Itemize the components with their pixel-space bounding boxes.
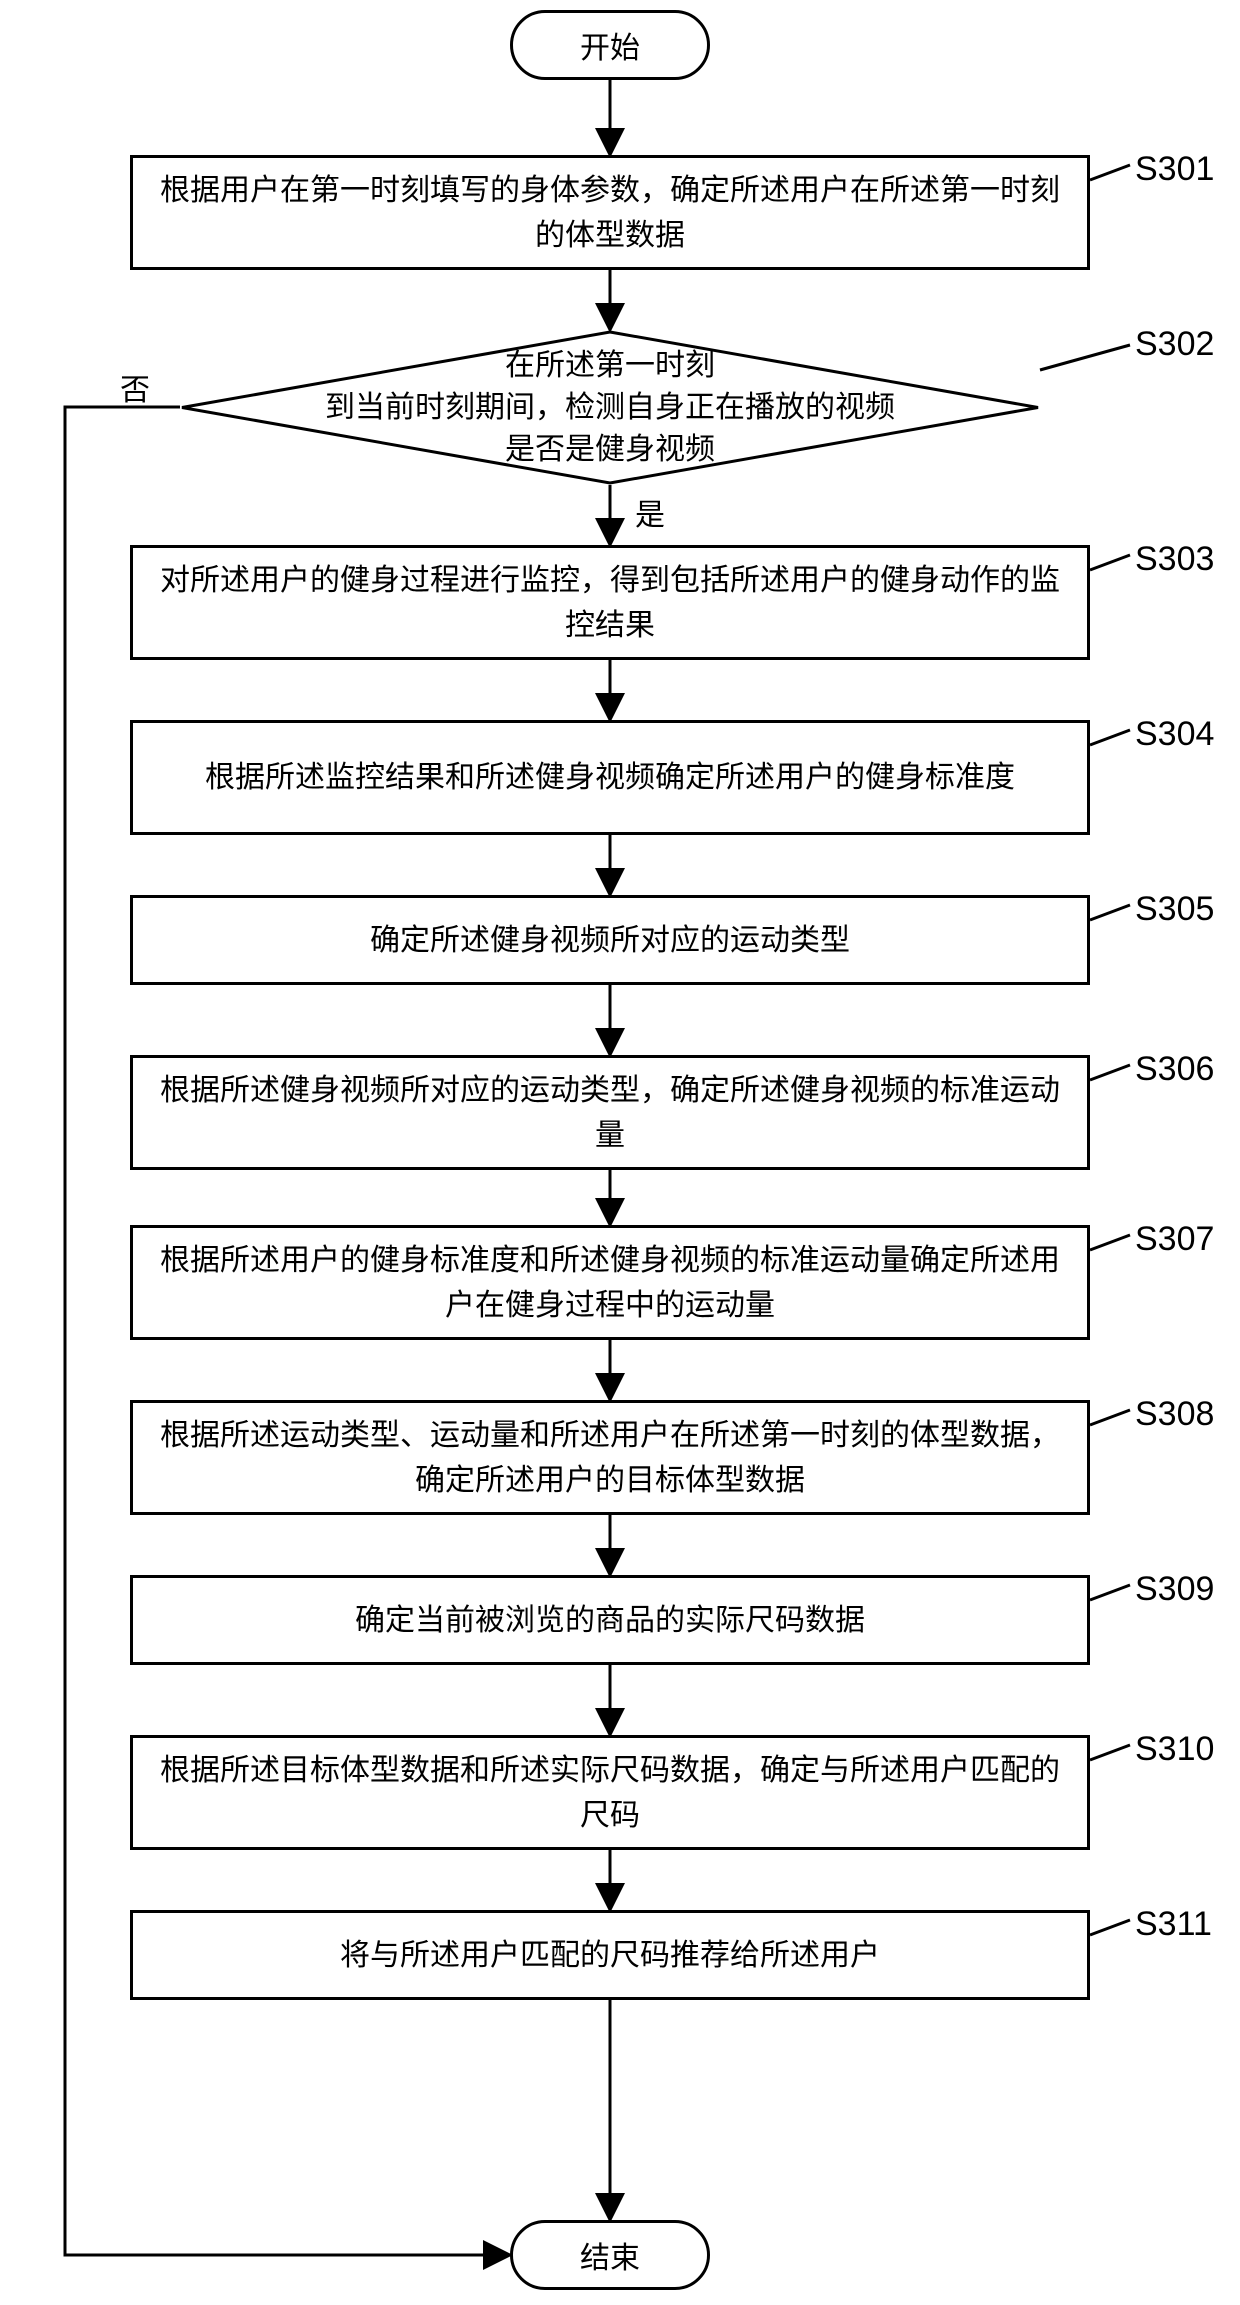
process-text: 对所述用户的健身过程进行监控，得到包括所述用户的健身动作的监控结果 [153, 558, 1067, 648]
step-label-S301: S301 [1135, 150, 1214, 189]
step-label-S308: S308 [1135, 1395, 1214, 1434]
process-text: 根据所述健身视频所对应的运动类型，确定所述健身视频的标准运动量 [153, 1068, 1067, 1158]
flowchart-container: 开始 结束 根据用户在第一时刻填写的身体参数，确定所述用户在所述第一时刻的体型数… [0, 0, 1240, 2305]
process-S306: 根据所述健身视频所对应的运动类型，确定所述健身视频的标准运动量 [130, 1055, 1090, 1170]
process-S305: 确定所述健身视频所对应的运动类型 [130, 895, 1090, 985]
step-label-S311: S311 [1135, 1905, 1212, 1944]
process-S308: 根据所述运动类型、运动量和所述用户在所述第一时刻的体型数据，确定所述用户的目标体… [130, 1400, 1090, 1515]
process-S304: 根据所述监控结果和所述健身视频确定所述用户的健身标准度 [130, 720, 1090, 835]
process-text: 根据所述运动类型、运动量和所述用户在所述第一时刻的体型数据，确定所述用户的目标体… [153, 1413, 1067, 1503]
step-label-S302: S302 [1135, 325, 1214, 364]
start-terminal: 开始 [510, 10, 710, 80]
process-text: 根据所述目标体型数据和所述实际尺码数据，确定与所述用户匹配的尺码 [153, 1748, 1067, 1838]
process-S301: 根据用户在第一时刻填写的身体参数，确定所述用户在所述第一时刻的体型数据 [130, 155, 1090, 270]
process-S310: 根据所述目标体型数据和所述实际尺码数据，确定与所述用户匹配的尺码 [130, 1735, 1090, 1850]
yes-label: 是 [635, 490, 665, 534]
process-text: 根据所述用户的健身标准度和所述健身视频的标准运动量确定所述用户在健身过程中的运动… [153, 1238, 1067, 1328]
process-text: 将与所述用户匹配的尺码推荐给所述用户 [340, 1933, 880, 1978]
step-label-S309: S309 [1135, 1570, 1214, 1609]
process-text: 确定所述健身视频所对应的运动类型 [370, 918, 850, 963]
process-S311: 将与所述用户匹配的尺码推荐给所述用户 [130, 1910, 1090, 2000]
step-label-S306: S306 [1135, 1050, 1214, 1089]
process-text: 根据用户在第一时刻填写的身体参数，确定所述用户在所述第一时刻的体型数据 [153, 168, 1067, 258]
process-S303: 对所述用户的健身过程进行监控，得到包括所述用户的健身动作的监控结果 [130, 545, 1090, 660]
step-label-S303: S303 [1135, 540, 1214, 579]
start-text: 开始 [580, 23, 640, 67]
process-S307: 根据所述用户的健身标准度和所述健身视频的标准运动量确定所述用户在健身过程中的运动… [130, 1225, 1090, 1340]
decision-S302: 在所述第一时刻 到当前时刻期间，检测自身正在播放的视频 是否是健身视频 [180, 330, 1040, 485]
step-label-S304: S304 [1135, 715, 1214, 754]
decision-text: 在所述第一时刻 到当前时刻期间，检测自身正在播放的视频 是否是健身视频 [180, 330, 1040, 485]
process-text: 确定当前被浏览的商品的实际尺码数据 [355, 1598, 865, 1643]
process-text: 根据所述监控结果和所述健身视频确定所述用户的健身标准度 [205, 755, 1015, 800]
no-label: 否 [120, 365, 150, 409]
step-label-S305: S305 [1135, 890, 1214, 929]
end-text: 结束 [580, 2233, 640, 2277]
step-label-S310: S310 [1135, 1730, 1214, 1769]
process-S309: 确定当前被浏览的商品的实际尺码数据 [130, 1575, 1090, 1665]
step-label-S307: S307 [1135, 1220, 1214, 1259]
end-terminal: 结束 [510, 2220, 710, 2290]
